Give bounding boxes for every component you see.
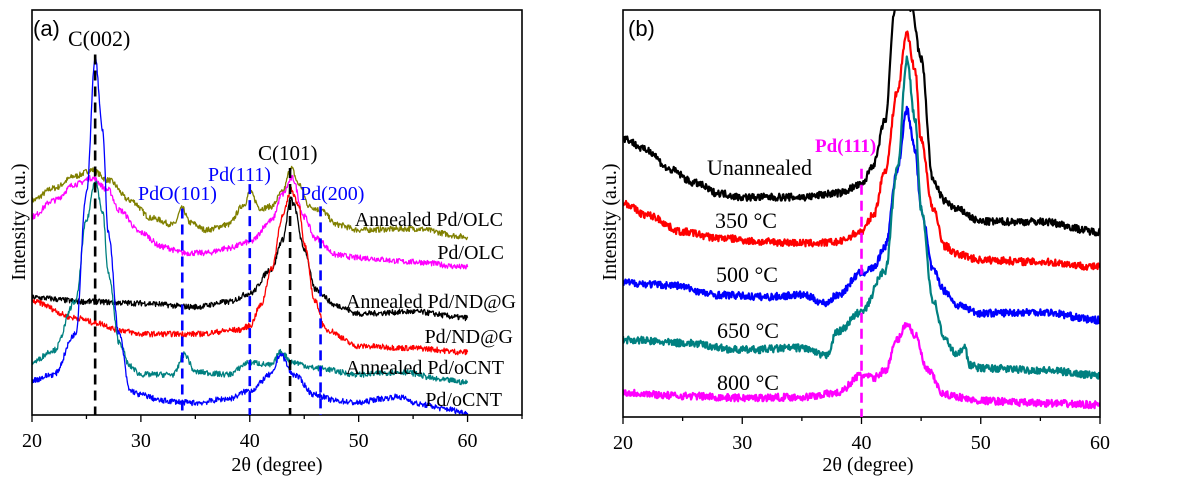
series-label-350c: 350 °C — [715, 208, 777, 233]
panel-a-label: (a) — [33, 16, 60, 41]
x-tick-label: 40 — [852, 432, 872, 454]
x-tick-label: 60 — [1090, 432, 1110, 454]
series-label-pd-nd-g: Pd/ND@G — [425, 326, 513, 348]
panel-b: 20 30 40 50 60 (b) 2θ (degree) Intensity (a.… — [599, 9, 1110, 476]
panel-a: 20 30 40 50 60 (a) 2θ (degree) Intensity (a.… — [8, 9, 523, 476]
panel-b-y-axis-title: Intensity (a.u.) — [599, 163, 621, 280]
annotation-pdo101: PdO(101) — [138, 183, 217, 205]
series-label-annealed-pd-ocnt: Annealed Pd/oCNT — [346, 357, 504, 379]
annotation-c101: C(101) — [258, 141, 318, 165]
annotation-pd111: Pd(111) — [208, 164, 271, 186]
panel-b-frame — [622, 9, 1101, 418]
x-tick-label: 50 — [971, 432, 991, 454]
series-label-annealed-pd-nd-g: Annealed Pd/ND@G — [346, 291, 516, 313]
x-tick-label: 50 — [349, 430, 369, 452]
series-line-3 — [32, 186, 469, 356]
series-label-650c: 650 °C — [717, 318, 779, 343]
x-tick-label: 20 — [613, 432, 633, 454]
panel-b-label: (b) — [628, 16, 655, 41]
series-label-unannealed: Unannealed — [707, 155, 812, 180]
series-label-pd-olc: Pd/OLC — [437, 242, 504, 264]
annotation-pd200: Pd(200) — [300, 183, 364, 205]
annotation-c002: C(002) — [68, 26, 130, 51]
panel-b-x-axis-title: 2θ (degree) — [822, 454, 913, 476]
panel-b-x-axis: 20 30 40 50 60 — [613, 417, 1110, 454]
series-line-1 — [623, 30, 1100, 271]
x-tick-label: 40 — [240, 430, 260, 452]
series-line-4 — [623, 322, 1100, 410]
x-tick-label: 60 — [458, 430, 478, 452]
series-label-pd-ocnt: Pd/oCNT — [425, 389, 502, 411]
series-line-0 — [623, 10, 1100, 237]
panel-a-y-axis-title: Intensity (a.u.) — [8, 163, 30, 280]
annotation-pd111-b: Pd(111) — [815, 136, 876, 157]
panel-a-frame — [31, 9, 523, 416]
panel-a-x-axis-title: 2θ (degree) — [231, 454, 322, 476]
series-label-annealed-pd-olc: Annealed Pd/OLC — [355, 209, 503, 231]
series-label-500c: 500 °C — [716, 262, 778, 287]
panel-a-x-axis: 20 30 40 50 60 — [22, 415, 523, 452]
x-tick-label: 20 — [22, 430, 42, 452]
x-tick-label: 30 — [732, 432, 752, 454]
series-label-800c: 800 °C — [717, 370, 779, 395]
series-line-3 — [623, 55, 1100, 380]
series-line-2 — [32, 196, 469, 322]
x-tick-label: 30 — [131, 430, 151, 452]
